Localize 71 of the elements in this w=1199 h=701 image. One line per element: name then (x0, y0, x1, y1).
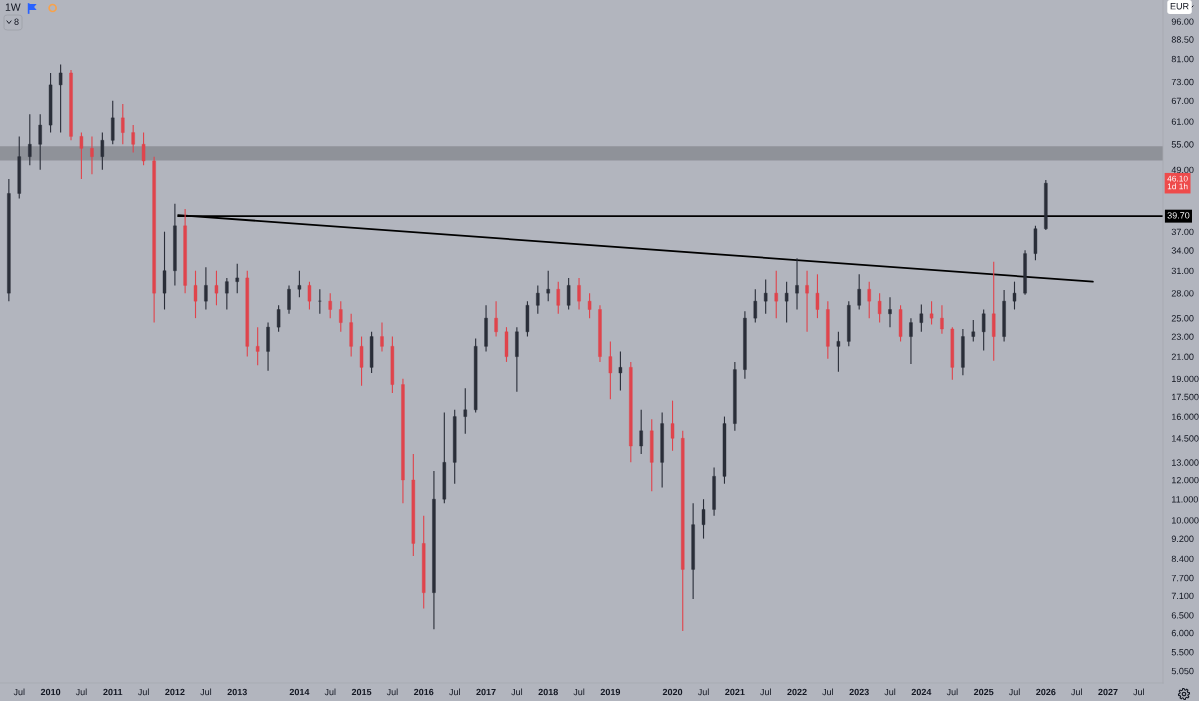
x-tick-label: Jul (1071, 688, 1082, 696)
y-tick-label: 14.500 (1172, 435, 1199, 442)
y-tick-label: 5.500 (1171, 649, 1194, 656)
y-tick-label: 25.00 (1171, 315, 1194, 322)
x-tick-label: 2022 (787, 688, 807, 696)
y-tick-label: 96.00 (1171, 18, 1194, 25)
x-tick-label: Jul (760, 688, 771, 696)
x-tick-label: Jul (324, 688, 336, 696)
y-tick-label: 7.100 (1171, 592, 1194, 600)
x-tick-label: 2014 (289, 688, 310, 696)
x-tick-label: 2023 (849, 688, 869, 696)
x-tick-label: 2017 (476, 688, 496, 696)
x-tick-label: Jul (946, 688, 958, 696)
y-tick-label: 21.00 (1171, 353, 1194, 360)
y-tick-label: 49.00 (1171, 166, 1194, 174)
x-tick-label: 2024 (911, 688, 932, 696)
y-tick-label: 31.00 (1171, 267, 1194, 275)
x-tick-label: Jul (13, 688, 25, 696)
data-label: 39.70 (1167, 212, 1190, 219)
y-tick-label: 8.400 (1171, 555, 1194, 563)
x-tick-label: 2010 (40, 688, 61, 696)
x-tick-label: Jul (573, 688, 585, 696)
chart-title: 1W (5, 3, 21, 11)
y-tick-label: 10.000 (1172, 517, 1199, 524)
y-axis-title: EUR (1170, 3, 1189, 10)
x-tick-label: 2021 (725, 688, 745, 696)
x-tick-label: 2018 (538, 688, 558, 696)
x-tick-label: 2027 (1098, 688, 1118, 696)
x-tick-label: 2012 (165, 688, 185, 696)
x-tick-label: 2025 (973, 688, 994, 696)
x-tick-label: 2019 (600, 688, 621, 696)
text: 46.10 1d 1h (1167, 175, 1188, 190)
y-tick-label: 55.00 (1171, 141, 1194, 148)
x-tick-label: 2015 (351, 688, 372, 696)
x-tick-label: Jul (1008, 688, 1020, 696)
y-tick-label: 17.500 (1172, 393, 1199, 401)
y-tick-label: 19.000 (1172, 375, 1199, 383)
y-tick-label: 6.500 (1171, 612, 1194, 619)
x-tick-label: Jul (449, 688, 460, 696)
x-tick-label: Jul (1133, 688, 1144, 696)
y-tick-label: 61.00 (1171, 118, 1194, 125)
y-tick-label: 81.00 (1171, 55, 1194, 63)
y-tick-label: 11.000 (1172, 496, 1198, 503)
y-tick-label: 23.00 (1171, 333, 1194, 340)
x-tick-label: Jul (697, 688, 709, 696)
x-tick-label: Jul (822, 688, 834, 696)
y-tick-label: 12.000 (1172, 476, 1199, 484)
y-tick-label: 6.000 (1171, 629, 1194, 637)
x-tick-label: 2026 (1036, 688, 1056, 696)
y-tick-label: 37.00 (1171, 228, 1194, 236)
y-tick-label: 88.50 (1171, 36, 1194, 43)
y-tick-label: 5.050 (1171, 667, 1194, 675)
annotation: 8 (14, 18, 19, 25)
y-tick-label: 73.00 (1171, 78, 1194, 86)
x-tick-label: Jul (511, 688, 523, 696)
x-tick-label: Jul (386, 688, 398, 696)
y-tick-label: 13.000 (1172, 459, 1199, 466)
y-tick-label: 34.00 (1171, 247, 1194, 254)
y-tick-label: 67.00 (1171, 97, 1194, 105)
x-tick-label: 2011 (103, 688, 123, 696)
y-tick-label: 9.200 (1171, 535, 1194, 542)
y-tick-label: 7.700 (1171, 574, 1194, 582)
x-tick-label: Jul (200, 688, 212, 696)
y-tick-label: 16.000 (1172, 413, 1199, 420)
x-tick-label: Jul (75, 688, 87, 696)
x-tick-label: Jul (884, 688, 896, 696)
y-tick-label: 28.00 (1171, 290, 1194, 297)
x-tick-label: 2013 (227, 688, 247, 696)
x-tick-label: 2016 (413, 688, 434, 696)
x-tick-label: Jul (137, 688, 149, 696)
x-tick-label: 2020 (662, 688, 683, 696)
